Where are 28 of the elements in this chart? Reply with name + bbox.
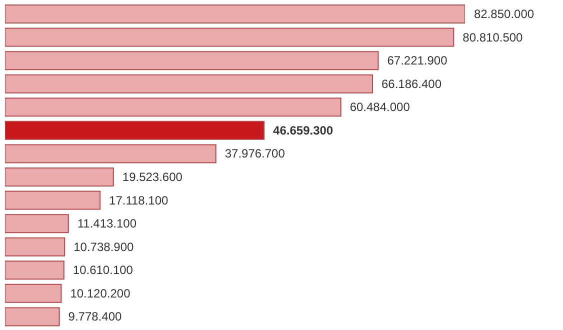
data-label: 10.610.100 <box>72 263 134 278</box>
bar <box>5 51 379 70</box>
bar <box>5 144 216 164</box>
bar <box>5 120 265 140</box>
bar <box>5 74 373 94</box>
data-label: 19.523.600 <box>122 170 183 184</box>
data-label: 9.778.400 <box>68 310 122 324</box>
data-label: 66.186.400 <box>381 76 442 91</box>
data-label: 17.118.100 <box>109 193 169 208</box>
data-label: 10.120.200 <box>70 286 131 300</box>
bar <box>5 28 454 47</box>
bar <box>5 214 69 234</box>
data-label: 80.810.500 <box>462 30 524 44</box>
bar <box>5 284 62 303</box>
data-label: 60.484.000 <box>350 100 410 114</box>
bar <box>5 190 101 210</box>
data-label: 82.850.000 <box>474 7 534 21</box>
bar <box>5 168 114 186</box>
bar <box>5 260 64 280</box>
data-label: 37.976.700 <box>224 146 286 161</box>
bar <box>5 307 60 326</box>
bar <box>5 4 465 24</box>
bar <box>5 237 66 256</box>
bar <box>5 98 342 117</box>
data-label: 67.221.900 <box>387 54 448 68</box>
data-label: 11.413.100 <box>77 216 137 231</box>
data-label: 10.738.900 <box>74 240 134 254</box>
data-label: 46.659.300 <box>273 123 334 138</box>
